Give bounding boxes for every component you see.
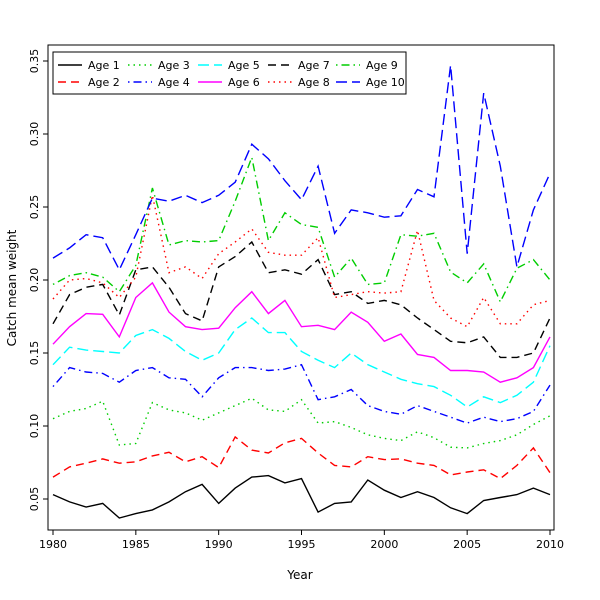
- legend-label: Age 7: [298, 59, 330, 72]
- x-tick-label: 2000: [370, 538, 398, 551]
- legend-entry-age-6: Age 6: [198, 76, 260, 89]
- legend-label: Age 1: [88, 59, 120, 72]
- legend: Age 1 Age 2 Age 3 Age 4 Age 5 Age 6 Age 7 Age 8…: [52, 51, 407, 95]
- legend-label: Age 6: [228, 76, 260, 89]
- y-tick-label: 0.10: [28, 414, 41, 439]
- y-axis: 0.05 0.10 0.15 0.20 0.25 0.30 0.35: [28, 49, 48, 512]
- legend-label: Age 4: [158, 76, 190, 89]
- legend-entry-age-9: Age 9: [336, 59, 398, 72]
- y-tick-label: 0.15: [28, 341, 41, 366]
- series-line-age-10: [52, 65, 551, 272]
- legend-entry-age-7: Age 7: [268, 59, 330, 72]
- x-tick-label: 1980: [39, 538, 67, 551]
- legend-entry-age-1: Age 1: [58, 59, 120, 72]
- y-tick-label: 0.30: [28, 122, 41, 147]
- legend-entry-age-10: Age 10: [336, 76, 405, 89]
- x-tick-label: 1990: [205, 538, 233, 551]
- y-axis-title: Catch mean weight: [5, 229, 19, 347]
- x-tick-label: 1985: [122, 538, 150, 551]
- series-line-age-3: [52, 397, 551, 449]
- legend-label: Age 3: [158, 59, 190, 72]
- legend-entry-age-4: Age 4: [128, 76, 190, 89]
- x-tick-label: 1995: [288, 538, 316, 551]
- plot-border: [47, 44, 555, 531]
- x-tick-label: 2010: [536, 538, 564, 551]
- legend-entry-age-5: Age 5: [198, 59, 260, 72]
- y-tick-label: 0.05: [28, 487, 41, 512]
- series-line-age-2: [52, 435, 551, 480]
- y-tick-label: 0.25: [28, 195, 41, 220]
- series-line-age-1: [52, 474, 551, 519]
- legend-label: Age 8: [298, 76, 330, 89]
- x-tick-label: 2005: [453, 538, 481, 551]
- series-line-age-4: [52, 363, 551, 424]
- legend-entry-age-2: Age 2: [58, 76, 120, 89]
- x-axis-title: Year: [287, 568, 313, 582]
- legend-label: Age 5: [228, 59, 260, 72]
- legend-label: Age 2: [88, 76, 120, 89]
- x-axis: 1980 1985 1990 1995 2000 2005 2010: [39, 530, 564, 551]
- legend-box: [52, 51, 407, 95]
- series-line-age-6: [52, 281, 551, 383]
- series-line-age-8: [52, 195, 551, 328]
- series-line-age-5: [52, 317, 551, 408]
- series-line-age-9: [52, 154, 551, 304]
- y-tick-label: 0.35: [28, 49, 41, 74]
- legend-label: Age 9: [366, 59, 398, 72]
- legend-entry-age-8: Age 8: [268, 76, 330, 89]
- series-line-age-7: [52, 240, 551, 359]
- y-tick-label: 0.20: [28, 268, 41, 293]
- legend-label: Age 10: [366, 76, 405, 89]
- legend-entry-age-3: Age 3: [128, 59, 190, 72]
